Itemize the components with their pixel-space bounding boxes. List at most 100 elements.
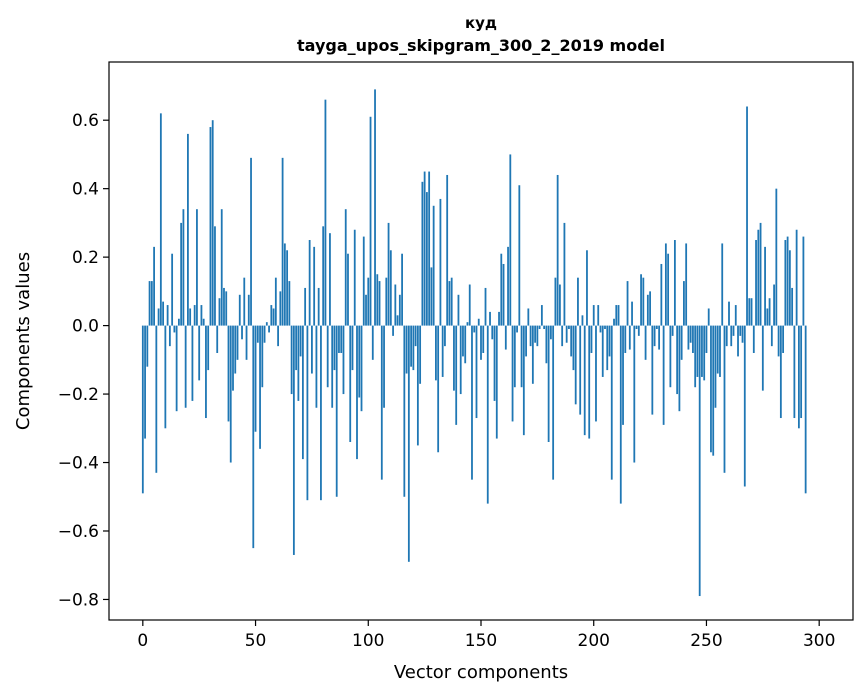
bar [157,308,160,326]
bar [281,157,284,326]
bar [432,205,435,326]
bar [664,243,667,326]
bar [577,277,579,326]
bar [148,281,151,326]
bar [320,325,322,501]
bar [261,325,264,388]
bar [245,325,248,360]
bar [761,325,764,391]
bar [263,325,266,343]
bar [392,325,394,336]
bar [184,325,187,408]
bar [484,287,487,326]
bar [407,325,410,562]
x-tick-label: 100 [352,631,384,651]
bar [376,274,379,326]
bar [732,325,735,336]
bar [685,243,688,326]
bar [649,291,651,326]
bar [405,325,408,374]
bar [272,308,275,326]
bar [646,294,649,326]
bar [238,294,241,326]
bar [628,325,631,350]
bar [692,325,694,353]
bar [218,298,221,326]
bar [356,325,358,460]
bar [579,325,582,415]
bar [793,325,796,419]
bar [265,322,268,326]
bar [703,325,706,381]
bar [466,322,469,326]
bar [509,154,512,326]
bar [743,325,746,487]
bar [180,222,183,326]
bar [419,325,422,384]
x-tick-label: 300 [803,631,835,651]
x-axis-ticks: 0 50 100 150 200 250 300 [137,620,835,651]
bar [421,181,424,326]
bar [782,325,785,353]
bar [696,325,699,377]
bar [342,325,345,395]
bar [146,325,149,367]
bar [353,229,356,326]
bar [734,305,737,326]
bar [468,284,471,326]
bar [256,325,259,343]
bar [631,301,633,326]
bar [227,325,230,422]
bar [529,325,532,347]
bar [660,263,663,326]
bar [644,325,647,360]
bar [229,325,232,463]
bar [385,277,388,326]
bar [464,325,467,364]
bar [640,274,642,326]
bar [624,325,627,353]
bar [480,325,482,360]
bar [196,209,198,326]
bar [448,281,451,326]
bar [511,325,514,422]
bar [444,325,446,347]
bar [516,325,518,333]
bar [540,305,543,326]
bar [784,240,787,326]
bar [387,222,390,326]
bar [635,325,638,330]
bar [232,325,234,391]
bar [241,325,243,340]
bar [338,325,340,353]
bar [389,250,392,326]
bar [191,325,194,401]
bar [797,325,800,429]
bar [502,263,505,326]
bar [728,301,730,326]
bar [536,325,539,347]
bar [617,305,620,326]
bar [247,294,250,326]
y-tick-label: −0.8 [58,590,99,610]
bar [642,277,645,326]
bar [270,305,273,326]
bar [669,325,672,388]
y-tick-label: 0.2 [72,248,99,268]
bar [581,315,584,326]
bar [243,277,246,326]
bar [214,226,216,326]
bar [182,209,185,326]
bar [759,222,762,326]
bar [802,236,805,326]
bar [556,174,559,326]
bar [441,325,444,377]
bar [455,325,458,425]
bar [367,277,370,326]
bar [545,325,548,364]
bar [764,246,766,326]
bar [755,240,757,326]
bar [572,325,575,371]
bar [374,89,376,326]
